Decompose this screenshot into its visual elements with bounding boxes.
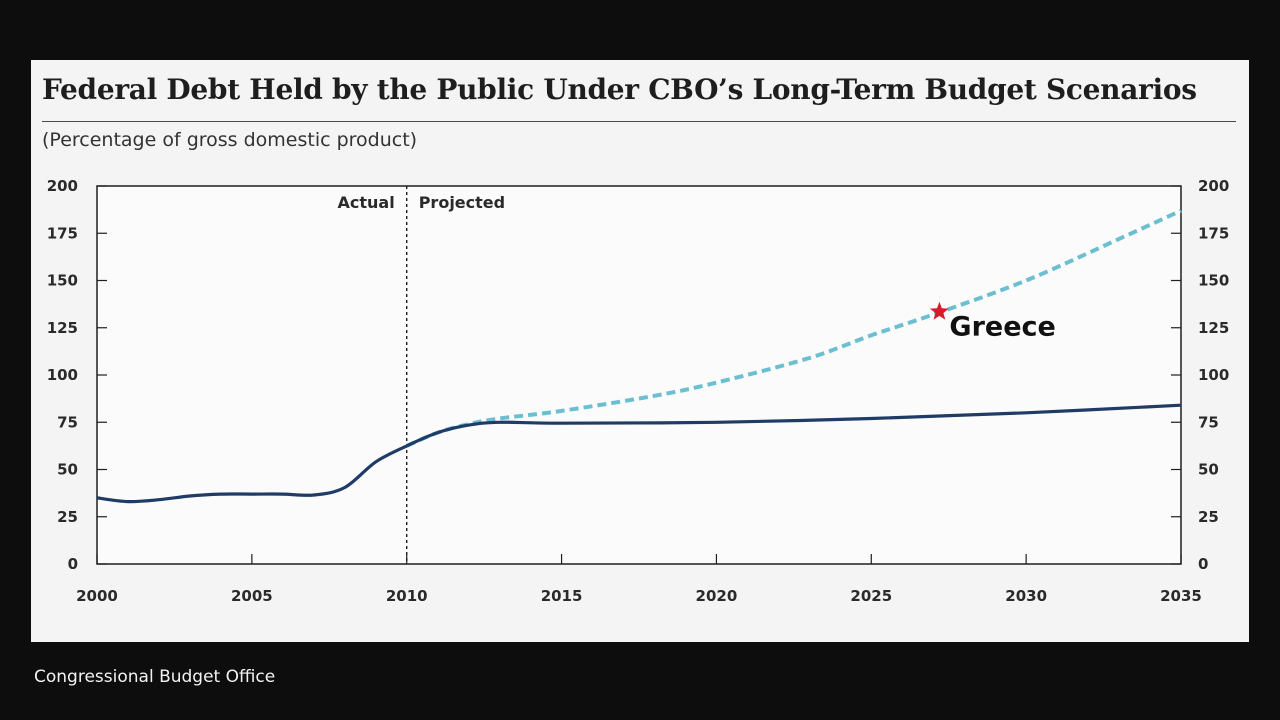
plot-frame bbox=[96, 185, 1182, 565]
y-tick-label-left: 25 bbox=[57, 508, 78, 526]
y-tick-label-left: 50 bbox=[57, 461, 78, 479]
y-tick-label-left: 75 bbox=[57, 413, 78, 431]
y-tick-label-right: 0 bbox=[1198, 555, 1208, 573]
x-tick-label: 2025 bbox=[850, 587, 892, 605]
projected-label: Projected bbox=[419, 193, 505, 212]
greece-star-icon bbox=[929, 301, 949, 320]
chart-title: Federal Debt Held by the Public Under CB… bbox=[42, 73, 1197, 106]
source-credit: Congressional Budget Office bbox=[34, 667, 276, 687]
series-line-dashed bbox=[405, 208, 1182, 448]
y-tick-label-left: 125 bbox=[47, 319, 78, 337]
x-tick-label: 2030 bbox=[1005, 587, 1047, 605]
y-tick-label-left: 100 bbox=[47, 366, 78, 384]
x-tick-label: 2020 bbox=[696, 587, 738, 605]
y-tick-label-left: 175 bbox=[47, 224, 78, 242]
x-tick-label: 2015 bbox=[541, 587, 583, 605]
x-tick-label: 2035 bbox=[1160, 587, 1202, 605]
chart-subtitle: (Percentage of gross domestic product) bbox=[42, 129, 418, 151]
x-tick-label: 2005 bbox=[231, 587, 273, 605]
y-tick-label-right: 125 bbox=[1198, 319, 1229, 337]
y-tick-label-left: 200 bbox=[47, 177, 78, 195]
title-rule bbox=[42, 121, 1236, 122]
y-tick-label-right: 75 bbox=[1198, 413, 1219, 431]
y-tick-label-right: 200 bbox=[1198, 177, 1229, 195]
x-tick-label: 2000 bbox=[76, 587, 118, 605]
actual-label: Actual bbox=[338, 193, 395, 212]
x-tick-label: 2010 bbox=[386, 587, 428, 605]
greece-label: Greece bbox=[949, 312, 1055, 343]
y-tick-label-right: 100 bbox=[1198, 366, 1229, 384]
y-tick-label-right: 25 bbox=[1198, 508, 1219, 526]
y-tick-label-right: 175 bbox=[1198, 224, 1229, 242]
y-tick-label-right: 150 bbox=[1198, 272, 1229, 290]
y-tick-label-left: 150 bbox=[47, 272, 78, 290]
y-tick-label-left: 0 bbox=[68, 555, 78, 573]
series-line-solid bbox=[96, 403, 1182, 504]
y-tick-label-right: 50 bbox=[1198, 461, 1219, 479]
